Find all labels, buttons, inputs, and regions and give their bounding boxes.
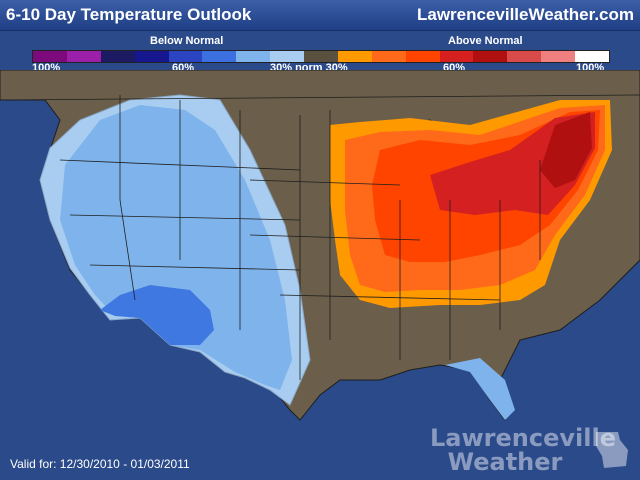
legend-color-swatch — [405, 51, 440, 62]
below-normal-40 — [60, 105, 292, 390]
legend-color-swatch — [270, 51, 304, 62]
legend-below-label: Below Normal — [150, 35, 224, 47]
legend-color-swatch — [371, 51, 406, 62]
watermark-line-1: Lawrenceville — [430, 424, 616, 452]
legend-color-swatch — [236, 51, 271, 62]
legend-color-swatch — [168, 51, 203, 62]
above-normal-70 — [540, 112, 592, 188]
below-normal-50 — [100, 285, 214, 345]
map-title: 6-10 Day Temperature Outlook — [6, 5, 252, 24]
legend-color-swatch — [33, 51, 67, 62]
legend-color-bar — [32, 50, 610, 63]
legend-color-swatch — [473, 51, 508, 62]
watermark-line-2: Weather — [447, 448, 563, 476]
legend-color-swatch — [100, 51, 135, 62]
legend-color-swatch — [337, 51, 372, 62]
legend-color-swatch — [202, 51, 237, 62]
florida-below-normal — [445, 358, 515, 420]
valid-dates: Valid for: 12/30/2010 - 01/03/2011 — [10, 457, 190, 471]
watermark-logo-text: Lawrenceville Weather — [430, 426, 616, 476]
title-bar: 6-10 Day Temperature Outlook Lawrencevil… — [0, 0, 640, 31]
legend-color-swatch — [134, 51, 169, 62]
legend-color-swatch — [541, 51, 575, 62]
legend-above-label: Above Normal — [448, 35, 523, 47]
legend-color-swatch — [304, 51, 338, 62]
legend-color-swatch — [439, 51, 474, 62]
legend-color-swatch — [507, 51, 542, 62]
legend-color-swatch — [66, 51, 101, 62]
us-map — [0, 70, 640, 480]
site-name[interactable]: LawrencevilleWeather.com — [416, 5, 634, 24]
georgia-logo-icon — [596, 432, 628, 468]
state-borders — [0, 94, 640, 380]
legend-color-swatch — [575, 51, 609, 62]
